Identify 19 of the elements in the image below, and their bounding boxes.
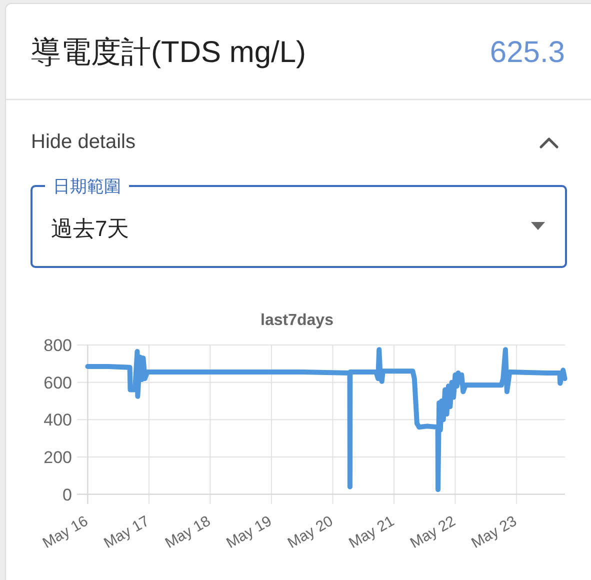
x-tick-label: May 16 (40, 512, 91, 552)
y-tick-label: 200 (44, 448, 72, 467)
x-tick-label: May 19 (224, 512, 275, 552)
y-tick-label: 0 (62, 485, 72, 504)
x-tick-label: May 21 (346, 512, 398, 552)
y-tick-label: 400 (44, 410, 72, 430)
chart-subtitle: last7days (260, 312, 334, 329)
text: 過去7天 (51, 216, 130, 241)
x-tick-label: May 18 (162, 512, 214, 552)
text: 日期範圍 (53, 177, 121, 196)
text: 625.3 (490, 36, 565, 69)
x-tick-label: May 20 (284, 512, 336, 552)
text: Hide details (31, 131, 136, 153)
y-tick-label: 600 (44, 373, 72, 392)
x-tick-label: May 17 (101, 512, 152, 552)
chart-title: 導電度計(TDS mg/L) (31, 36, 306, 69)
y-tick-label: 800 (44, 336, 72, 355)
x-tick-label: May 23 (468, 512, 520, 552)
x-tick-label: May 22 (407, 512, 458, 552)
